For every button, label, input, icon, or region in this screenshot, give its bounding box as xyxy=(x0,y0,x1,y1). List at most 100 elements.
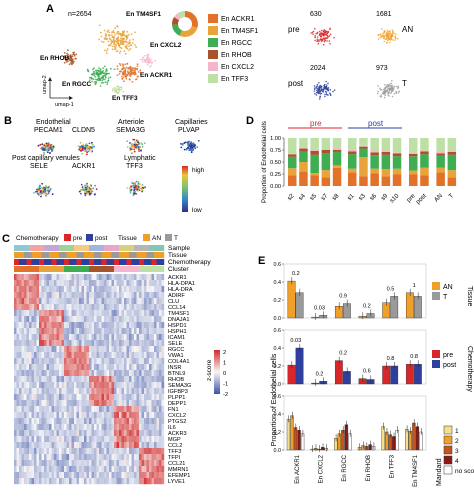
heatmap-cell xyxy=(39,352,42,359)
heatmap-cell xyxy=(124,394,127,401)
heatmap-cell xyxy=(139,358,142,365)
heatmap-cell xyxy=(16,286,20,293)
heatmap-cell xyxy=(109,298,112,305)
heatmap-cell xyxy=(61,430,65,437)
d-bar-segment xyxy=(420,138,429,151)
heatmap-cell xyxy=(94,316,97,323)
umap-point xyxy=(118,87,121,89)
heatmap-cell xyxy=(21,364,25,371)
heatmap-cell xyxy=(121,424,125,431)
heatmap-cell xyxy=(76,424,80,431)
umap-point xyxy=(116,30,119,33)
heatmap-cell xyxy=(129,322,132,329)
heatmap-cell xyxy=(159,334,162,341)
heatmap-cell xyxy=(81,382,85,389)
feature-umap-point xyxy=(84,190,87,193)
heatmap-cell xyxy=(101,322,105,329)
heatmap-cell xyxy=(79,274,82,281)
e-bar xyxy=(405,292,414,319)
heatmap-cell xyxy=(26,352,30,359)
heatmap-cell xyxy=(69,466,72,473)
heatmap-cell xyxy=(134,316,137,323)
feature-umap-point xyxy=(130,148,133,151)
heatmap-cell xyxy=(79,418,82,425)
heatmap-cell xyxy=(34,274,37,281)
heatmap-cell xyxy=(146,454,150,461)
umap-point xyxy=(116,37,119,39)
heatmap-cell xyxy=(56,472,60,479)
heatmap-cell xyxy=(99,418,102,425)
heatmap-cell xyxy=(106,460,110,467)
heatmap-cell xyxy=(31,466,35,473)
heatmap-cell xyxy=(114,280,117,287)
heatmap-cell xyxy=(126,346,130,353)
heatmap-cell xyxy=(144,382,147,389)
mini-umap-group: post xyxy=(288,79,304,88)
feature-umap-point xyxy=(138,143,141,146)
mini-umap-point xyxy=(395,90,398,93)
annot-chemo-cell xyxy=(139,259,142,265)
heatmap-cell xyxy=(44,412,47,419)
heatmap-cell xyxy=(126,358,130,365)
feature-umap-point xyxy=(40,193,43,196)
d-bar-segment xyxy=(436,172,445,186)
heatmap-cell xyxy=(154,286,157,293)
heatmap-cell xyxy=(46,310,50,317)
feature-umap-point xyxy=(129,141,131,144)
heatmap-cell xyxy=(49,478,52,485)
e-bar xyxy=(390,296,399,319)
mini-umap-point xyxy=(387,92,390,95)
umap-point xyxy=(110,40,113,43)
heatmap-cell xyxy=(51,310,55,317)
heatmap-cell xyxy=(114,310,117,317)
d-bar-segment xyxy=(348,154,357,169)
heatmap-cell xyxy=(141,316,145,323)
heatmap-cell xyxy=(114,424,117,431)
heatmap-cell xyxy=(31,310,35,317)
heatmap-cell xyxy=(126,418,130,425)
heatmap-cell xyxy=(91,388,95,395)
heatmap-cell xyxy=(24,292,27,299)
heatmap-cell xyxy=(149,382,152,389)
mini-umap-point xyxy=(391,84,393,87)
heatmap-gene-label: CXCL2 xyxy=(168,413,186,419)
legend-swatch xyxy=(208,50,218,59)
heatmap-cell xyxy=(106,388,110,395)
heatmap-cell xyxy=(154,412,157,419)
heatmap-cell xyxy=(141,304,145,311)
heatmap-cell xyxy=(41,430,45,437)
heatmap-cell xyxy=(86,316,90,323)
umap-point xyxy=(132,38,135,41)
heatmap-cell xyxy=(129,370,132,377)
heatmap-cell xyxy=(51,274,55,281)
e-bar xyxy=(364,446,369,451)
heatmap-cell xyxy=(41,286,45,293)
heatmap-cell xyxy=(154,310,157,317)
heatmap-cell xyxy=(69,412,72,419)
heatmap-cell xyxy=(26,310,30,317)
heatmap-cell xyxy=(99,322,102,329)
umap-point xyxy=(94,69,97,72)
heatmap-gene-label: CLU xyxy=(168,299,179,305)
d-bar-segment xyxy=(392,152,402,154)
header-lymphatic: Lymphatic xyxy=(124,155,156,162)
heatmap-cell xyxy=(134,412,137,419)
umap-point xyxy=(136,63,139,66)
annot-chemo-cell xyxy=(154,259,157,265)
heatmap-cell xyxy=(129,328,132,335)
heatmap-cell xyxy=(61,358,65,365)
heatmap-cell xyxy=(81,358,85,365)
heatmap-cell xyxy=(96,280,100,287)
heatmap-cell xyxy=(39,286,42,293)
heatmap-cell xyxy=(69,370,72,377)
annot-chemo-cell xyxy=(144,259,147,265)
heatmap-cell xyxy=(149,472,152,479)
annot-cluster-cell xyxy=(124,266,127,272)
heatmap-cell xyxy=(39,442,42,449)
heatmap-cell xyxy=(19,472,22,479)
heatmap-cell xyxy=(86,346,90,353)
heatmap-cell xyxy=(144,472,147,479)
heatmap-cell xyxy=(89,436,92,443)
d-bar-segment xyxy=(310,138,319,150)
heatmap-cell xyxy=(14,430,17,437)
